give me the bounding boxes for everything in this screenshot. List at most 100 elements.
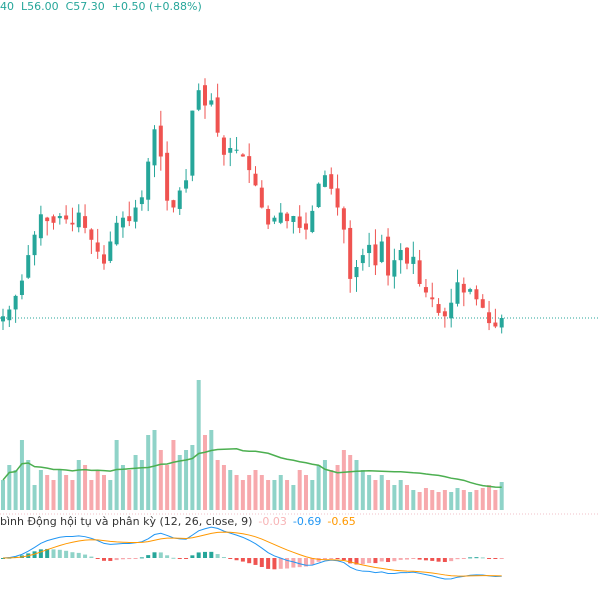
volume-bar	[499, 482, 504, 510]
macd-histogram-bar	[417, 558, 422, 560]
candle-body	[278, 212, 283, 223]
signal-value: -0.65	[327, 515, 356, 528]
candle-body	[398, 250, 403, 261]
macd-histogram-bar	[184, 558, 189, 559]
close-value: C57.30	[65, 0, 105, 13]
macd-histogram-bar	[379, 558, 384, 562]
volume-bar	[133, 455, 138, 510]
macd-histogram-bar	[310, 558, 315, 565]
candle-body	[38, 214, 43, 239]
macd-histogram-bar	[158, 552, 163, 558]
volume-bar	[468, 492, 473, 510]
macd-histogram-bar	[291, 558, 296, 568]
candle-body	[114, 222, 119, 245]
candle-body	[64, 215, 69, 220]
macd-histogram-bar	[436, 558, 441, 562]
volume-bar	[158, 450, 163, 510]
macd-histogram-bar	[253, 558, 258, 565]
candle-body	[379, 241, 384, 262]
candle-body	[209, 100, 214, 105]
volume-bar	[196, 380, 201, 510]
macd-histogram-bar	[449, 558, 454, 562]
volume-bar	[405, 485, 409, 510]
candle-body	[165, 152, 170, 201]
candle-body	[310, 210, 315, 232]
volume-bar	[26, 460, 31, 510]
macd-histogram-bar	[171, 557, 176, 559]
volume-bar	[329, 470, 334, 510]
volume-bar	[253, 470, 258, 510]
macd-histogram-bar	[190, 555, 195, 558]
candle-body	[436, 304, 441, 313]
candle-body	[291, 216, 296, 222]
candle-body	[95, 242, 100, 252]
volume-bar	[354, 460, 359, 510]
volume-bar	[367, 475, 372, 510]
volume-bar	[146, 435, 151, 510]
macd-histogram-bar	[240, 558, 245, 562]
candle-body	[234, 149, 239, 151]
candle-body	[499, 318, 504, 328]
macd-histogram-bar	[32, 551, 37, 558]
macd-histogram-bar	[133, 558, 138, 559]
macd-histogram-bar	[177, 558, 182, 559]
volume-bar	[203, 435, 207, 510]
volume-bar	[76, 460, 81, 510]
volume-bar	[139, 460, 144, 510]
macd-histogram-bar	[487, 558, 492, 559]
volume-bar	[114, 440, 119, 510]
macd-histogram-bar	[360, 558, 365, 565]
volume-bar	[423, 488, 428, 510]
candle-body	[430, 297, 435, 300]
volume-bar	[285, 480, 290, 510]
candle-body	[316, 183, 321, 208]
macd-histogram-bar	[272, 558, 277, 570]
macd-histogram-bar	[442, 558, 447, 563]
macd-histogram-bar	[468, 557, 473, 559]
volume-bar	[32, 485, 37, 510]
macd-histogram-bar	[234, 558, 239, 561]
volume-bar	[177, 455, 182, 510]
candle-body	[304, 223, 308, 230]
macd-histogram-bar	[398, 558, 403, 560]
candle-body	[259, 187, 264, 208]
volume-bar	[373, 480, 378, 510]
volume-bar	[228, 470, 233, 510]
candle-body	[26, 255, 31, 278]
volume-bar	[38, 470, 43, 510]
candle-body	[196, 90, 201, 110]
candle-body	[423, 287, 428, 293]
macd-histogram-bar	[461, 558, 466, 559]
volume-bar	[108, 480, 113, 510]
volume-bar	[152, 430, 157, 510]
macd-histogram-bar	[259, 558, 264, 568]
macd-histogram-bar	[499, 558, 504, 559]
volume-bar	[190, 445, 195, 510]
candle-body	[177, 190, 182, 209]
macd-histogram-bar	[322, 558, 327, 560]
candle-body	[19, 280, 24, 295]
volume-bar	[411, 490, 416, 510]
volume-bar	[57, 470, 62, 510]
volume-bar	[291, 485, 296, 510]
candle-body	[487, 312, 492, 324]
macd-title: bình Động hội tụ và phân kỳ (12, 26, clo…	[0, 515, 253, 528]
macd-histogram-bar	[70, 552, 75, 558]
volume-bar	[493, 490, 498, 510]
macd-histogram-bar	[139, 557, 144, 559]
volume-bar	[221, 465, 226, 510]
volume-bar	[165, 465, 170, 510]
macd-histogram-bar	[341, 558, 346, 561]
macd-histogram-bar	[367, 558, 372, 564]
candle-body	[184, 180, 189, 189]
candle-body	[335, 188, 340, 208]
volume-bar	[184, 450, 189, 510]
macd-histogram-bar	[335, 558, 340, 559]
macd-histogram-bar	[455, 558, 460, 560]
volume-bar	[392, 485, 397, 510]
volume-bar	[455, 488, 460, 510]
change-value: +0.50 (+0.88%)	[111, 0, 202, 13]
candle-body	[7, 309, 12, 321]
candle-body	[139, 197, 144, 205]
